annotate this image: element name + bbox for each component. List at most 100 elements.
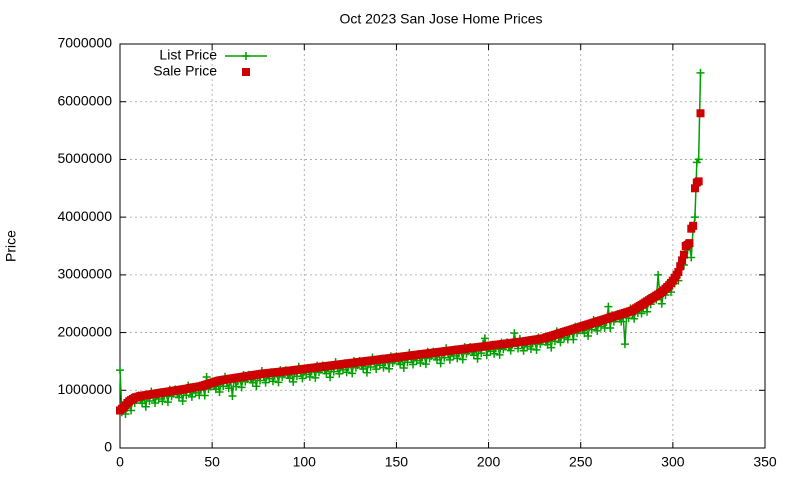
point-marker — [416, 359, 425, 368]
point-marker — [696, 109, 705, 118]
y-tick-label: 1000000 — [57, 381, 112, 397]
point-marker — [620, 340, 629, 349]
point-marker — [432, 355, 441, 364]
x-tick-label: 300 — [661, 454, 685, 470]
legend-label: List Price — [159, 47, 217, 63]
point-marker — [458, 355, 467, 364]
legend-swatch — [242, 52, 250, 60]
point-marker — [335, 369, 344, 378]
y-tick-label: 2000000 — [57, 323, 112, 339]
point-marker — [396, 360, 405, 369]
point-marker — [298, 374, 307, 383]
point-marker — [261, 378, 270, 387]
point-marker — [490, 349, 499, 358]
x-tick-label: 100 — [293, 454, 317, 470]
point-marker — [694, 177, 703, 186]
y-tick-label: 6000000 — [57, 92, 112, 108]
point-marker — [127, 406, 136, 415]
point-marker — [237, 383, 246, 392]
point-marker — [445, 355, 454, 364]
point-marker — [679, 250, 688, 259]
point-marker — [569, 335, 578, 344]
point-marker — [687, 253, 696, 262]
point-marker — [174, 393, 183, 402]
y-tick-label: 7000000 — [57, 35, 112, 51]
point-marker — [228, 392, 237, 401]
y-axis-label: Price — [3, 230, 19, 262]
point-marker — [274, 378, 283, 387]
point-marker — [158, 397, 167, 406]
point-marker — [342, 368, 351, 377]
point-marker — [178, 396, 187, 405]
point-marker — [556, 338, 565, 347]
point-marker — [409, 360, 418, 369]
x-tick-label: 50 — [204, 454, 220, 470]
point-marker — [674, 267, 683, 276]
point-marker — [584, 332, 593, 341]
point-marker — [311, 373, 320, 382]
point-marker — [506, 346, 515, 355]
chart-title: Oct 2023 San Jose Home Prices — [339, 11, 542, 27]
point-marker — [362, 368, 371, 377]
point-marker — [163, 398, 172, 407]
legend-label: Sale Price — [153, 63, 217, 79]
point-marker — [606, 323, 615, 332]
point-marker — [532, 345, 541, 354]
x-tick-label: 350 — [753, 454, 777, 470]
point-marker — [232, 382, 241, 391]
point-marker — [322, 369, 331, 378]
point-marker — [252, 382, 261, 391]
x-tick-label: 250 — [569, 454, 593, 470]
plot-border — [119, 43, 766, 449]
point-marker — [526, 345, 535, 354]
x-tick-label: 150 — [385, 454, 409, 470]
point-marker — [482, 351, 491, 360]
point-marker — [268, 377, 277, 386]
point-marker — [604, 302, 613, 311]
y-tick-label: 4000000 — [57, 208, 112, 224]
point-marker — [690, 184, 699, 193]
point-marker — [547, 343, 556, 352]
x-tick-label: 0 — [116, 454, 124, 470]
point-marker — [372, 365, 381, 374]
point-marker — [151, 398, 160, 407]
point-marker — [593, 326, 602, 335]
point-marker — [116, 366, 124, 375]
point-marker — [453, 354, 462, 363]
point-marker — [519, 346, 528, 355]
point-marker — [676, 262, 685, 271]
point-marker — [326, 373, 335, 382]
point-marker — [305, 372, 314, 381]
y-tick-label: 3000000 — [57, 266, 112, 282]
point-marker — [348, 369, 357, 378]
point-marker — [685, 239, 694, 248]
point-marker — [678, 256, 687, 265]
point-marker — [200, 391, 209, 400]
point-marker — [696, 68, 705, 77]
point-marker — [399, 364, 408, 373]
point-marker — [473, 354, 482, 363]
point-marker — [379, 363, 388, 372]
point-marker — [690, 213, 699, 222]
point-marker — [359, 365, 368, 374]
point-marker — [224, 384, 233, 393]
point-marker — [285, 374, 294, 383]
point-marker — [654, 270, 663, 279]
point-marker — [215, 388, 224, 397]
point-marker — [480, 334, 489, 343]
point-marker — [495, 350, 504, 359]
point-marker — [657, 299, 666, 308]
y-tick-label: 0 — [104, 439, 112, 455]
legend-swatch — [242, 68, 250, 76]
point-marker — [436, 359, 445, 368]
y-tick-label: 5000000 — [57, 150, 112, 166]
point-marker — [694, 155, 703, 164]
point-marker — [630, 314, 639, 323]
point-marker — [689, 221, 698, 230]
point-marker — [469, 351, 478, 360]
point-marker — [421, 360, 430, 369]
point-marker — [510, 329, 519, 338]
point-marker — [385, 364, 394, 373]
point-marker — [187, 392, 196, 401]
x-tick-label: 200 — [477, 454, 501, 470]
